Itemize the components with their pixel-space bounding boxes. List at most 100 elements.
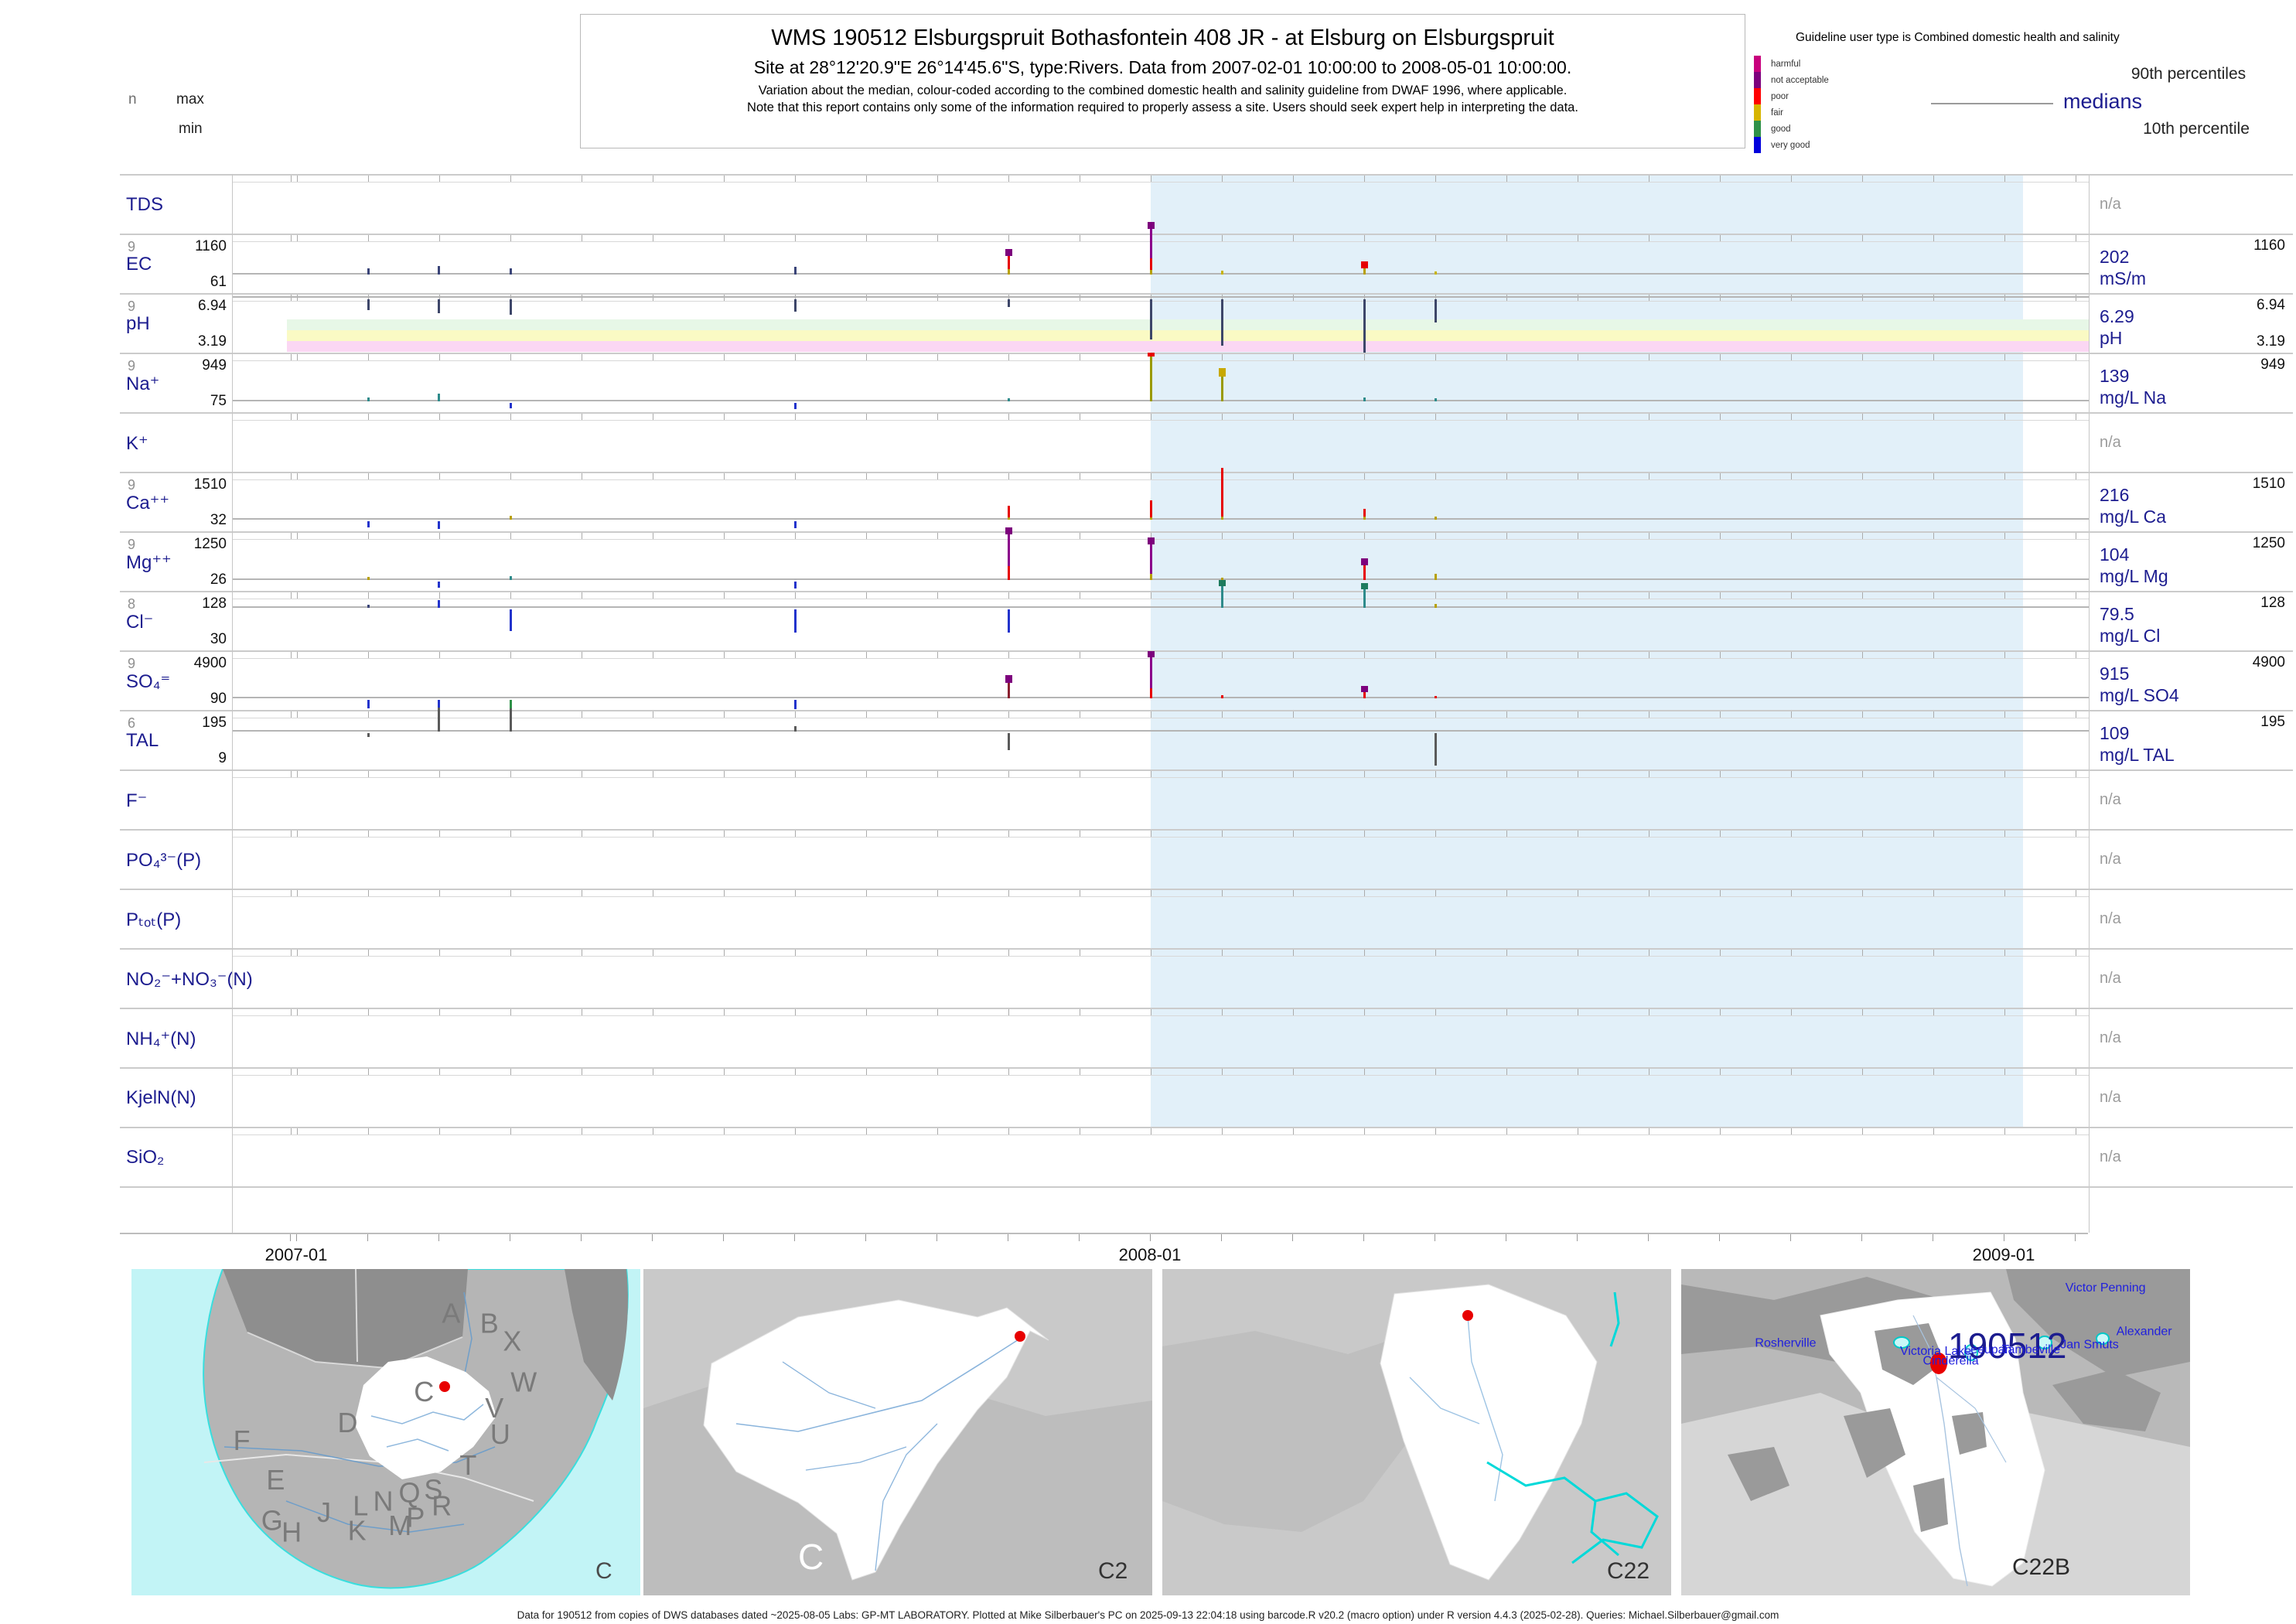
ph-guideline-band (286, 341, 2089, 352)
median-cell-K: n/a (2089, 412, 2293, 472)
mark-segment (438, 700, 441, 709)
plot-row-Ca (233, 468, 2089, 531)
median-not-available: n/a (2100, 196, 2121, 213)
data-mark (1148, 353, 1155, 401)
ph-guideline-band (286, 319, 2089, 330)
median-not-available: n/a (2100, 1148, 2121, 1165)
axis-label-2008-01: 2008-01 (1118, 1245, 1182, 1264)
row-month-ticks (233, 592, 2089, 599)
mark-segment (1363, 692, 1366, 698)
mark-segment (1150, 500, 1153, 517)
data-mark (1221, 271, 1224, 275)
row-month-ticks (233, 295, 2089, 302)
param-cell-PO4: PO₄³⁻(P) (120, 829, 232, 889)
param-min: 3.19 (198, 333, 227, 350)
median-value: 6.29 pH (2100, 306, 2134, 348)
mark-segment (1221, 271, 1224, 275)
median-cell-NO2NO3: n/a (2089, 948, 2293, 1008)
param-label: pH (126, 313, 150, 334)
mark-segment (367, 268, 370, 275)
data-mark (1434, 604, 1437, 608)
map-text-label: E (266, 1464, 285, 1496)
mark-segment (1005, 675, 1013, 683)
map3-code-label: C22 (1607, 1558, 1650, 1584)
data-mark (1363, 299, 1366, 353)
plot-row-pH (233, 293, 2089, 353)
mark-segment (367, 397, 370, 401)
mark-segment (438, 299, 441, 313)
axis-label-2007-01: 2007-01 (264, 1245, 328, 1264)
mark-segment (793, 609, 797, 633)
mark-segment (1363, 517, 1366, 520)
mark-segment (1434, 299, 1437, 322)
mark-segment (793, 582, 797, 589)
guideline-user-type-label: Guideline user type is Combined domestic… (1796, 31, 2120, 44)
data-mark (793, 700, 797, 709)
mark-segment (1221, 578, 1224, 580)
median-cell-Mg: 104 mg/L Mg 1250 (2089, 531, 2293, 591)
median-cell-NH4: n/a (2089, 1008, 2293, 1067)
param-label: F⁻ (126, 790, 148, 811)
row-month-ticks (233, 771, 2089, 778)
map2-code-label: C2 (1098, 1558, 1128, 1584)
mark-segment (1150, 544, 1153, 574)
disclaimer-note: Note that this report contains only some… (747, 101, 1578, 114)
data-mark (1005, 527, 1013, 580)
mark-segment (1219, 368, 1226, 377)
data-mark (367, 268, 370, 275)
mark-segment (438, 600, 441, 608)
data-mark (1434, 398, 1437, 401)
row-median-line (233, 606, 2089, 608)
map-local-catchment-c22b: 190512 Victor Penning Rosherville Victoria… (1681, 1269, 2190, 1595)
data-mark (1361, 261, 1369, 275)
row-median-line (233, 578, 2089, 580)
mark-segment (438, 394, 441, 401)
mark-segment (510, 403, 513, 408)
data-mark (438, 299, 441, 313)
site-dot-map1 (439, 1381, 450, 1392)
data-mark (793, 267, 797, 275)
param-max: 6.94 (198, 298, 227, 314)
mark-segment (1363, 565, 1366, 580)
row-month-ticks (233, 1069, 2089, 1076)
guideline-class-very-good: very good (1754, 137, 1829, 153)
data-mark (1434, 517, 1437, 520)
param-cell-Ptot: Pₜₒₜ(P) (120, 889, 232, 948)
mark-segment (793, 726, 797, 732)
data-mark (1434, 574, 1437, 580)
mark-segment (438, 708, 441, 732)
mark-segment (1008, 733, 1011, 750)
guideline-class-harmful: harmful (1754, 56, 1829, 72)
mark-segment (510, 700, 513, 708)
data-mark (367, 577, 370, 580)
median-value: 202 mS/m (2100, 247, 2147, 288)
median-cell-Ca: 216 mg/L Ca 1510 (2089, 472, 2293, 531)
data-mark (367, 733, 370, 737)
mark-segment (1008, 534, 1011, 566)
mark-segment (1148, 537, 1155, 544)
median-cell-Na: 139 mg/L Na 949 (2089, 353, 2293, 412)
median-not-available: n/a (2100, 851, 2121, 868)
data-mark (1148, 537, 1155, 580)
param-n: 9 (128, 537, 136, 552)
map-primary-drainage-region-c: C C2 (643, 1269, 1152, 1595)
mark-segment (367, 577, 370, 580)
data-mark (793, 609, 797, 633)
mark-segment (1221, 695, 1224, 698)
median-not-available: n/a (2100, 970, 2121, 987)
data-mark (438, 700, 441, 709)
median-line-sample (1931, 103, 2053, 104)
right-max: 128 (2260, 595, 2285, 611)
map-text-label: Q (398, 1477, 420, 1509)
median-cell-PO4: n/a (2089, 829, 2293, 889)
mark-segment (510, 576, 513, 580)
mark-segment (1363, 589, 1366, 608)
mark-segment (1150, 657, 1153, 688)
site-dot-map3 (1462, 1310, 1473, 1321)
param-label: SO₄⁼ (126, 671, 171, 692)
median-value-column: n/a 202 mS/m 1160 6.29 pH 6.94 3.19 139 mg/L Na 94… (2089, 174, 2293, 1233)
median-cell-SO4: 915 mg/L SO4 4900 (2089, 650, 2293, 710)
data-mark (510, 516, 513, 520)
mark-segment (1363, 299, 1366, 353)
data-mark (438, 394, 441, 401)
